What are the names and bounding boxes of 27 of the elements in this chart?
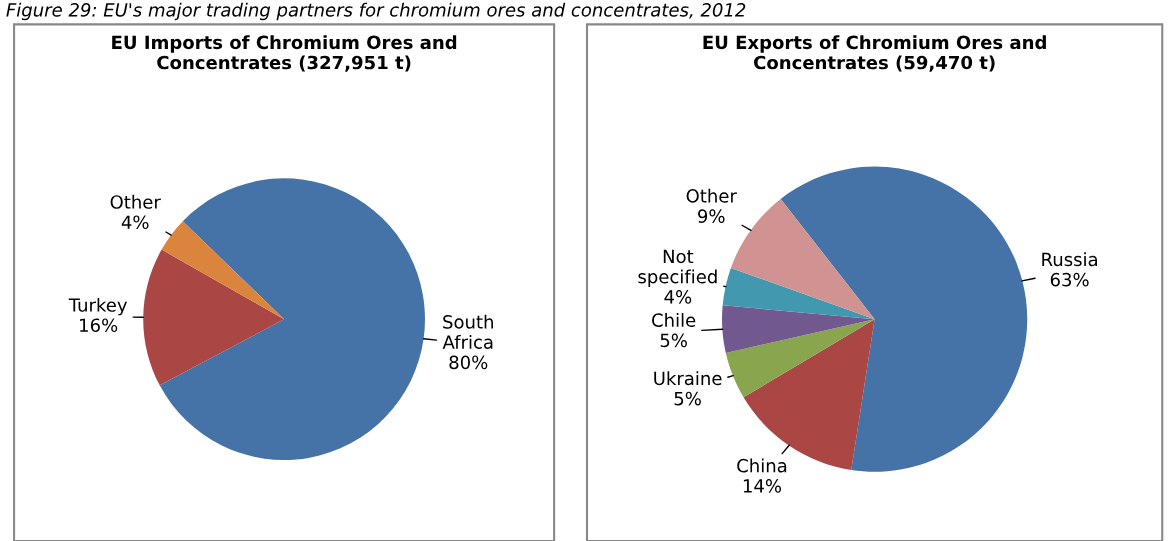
pie-slice <box>722 267 875 320</box>
data-label: 14% <box>743 479 782 493</box>
caption: Figure 29: EU's major trading partners for chromium ores and concentrates, 2012 <box>6 2 746 21</box>
slice-label: Not specified <box>638 249 717 287</box>
data-label: 4% <box>664 290 692 304</box>
data-label: 16% <box>80 318 118 333</box>
data-label: 4% <box>121 215 149 230</box>
slice-label: Ukraine <box>654 371 722 386</box>
pie-slice <box>159 178 425 461</box>
slice-label: Chile <box>652 312 696 327</box>
pie-slice <box>722 305 875 353</box>
slice-label: Turkey <box>68 297 128 316</box>
chart-title: EU Imports of Chromium Ores and Concentrates (327,951 t) <box>112 35 457 72</box>
slice-label: Other <box>686 188 737 203</box>
pie-slice <box>725 319 875 398</box>
data-label: 80% <box>449 355 488 370</box>
slice-label: Russia <box>1042 252 1097 267</box>
data-label: 5% <box>674 391 701 406</box>
slice-label: China <box>737 458 787 473</box>
data-label: 5% <box>660 333 687 348</box>
slice-label: South Africa <box>442 314 493 349</box>
pie-slice <box>143 249 285 386</box>
pie-slice <box>161 221 285 320</box>
chart-title: EU Exports of Chromium Ores and Concentrates (59,470 t) <box>703 35 1046 72</box>
data-label: 63% <box>1050 272 1089 287</box>
slice-label: Other <box>110 194 161 209</box>
data-label: 9% <box>698 209 725 223</box>
